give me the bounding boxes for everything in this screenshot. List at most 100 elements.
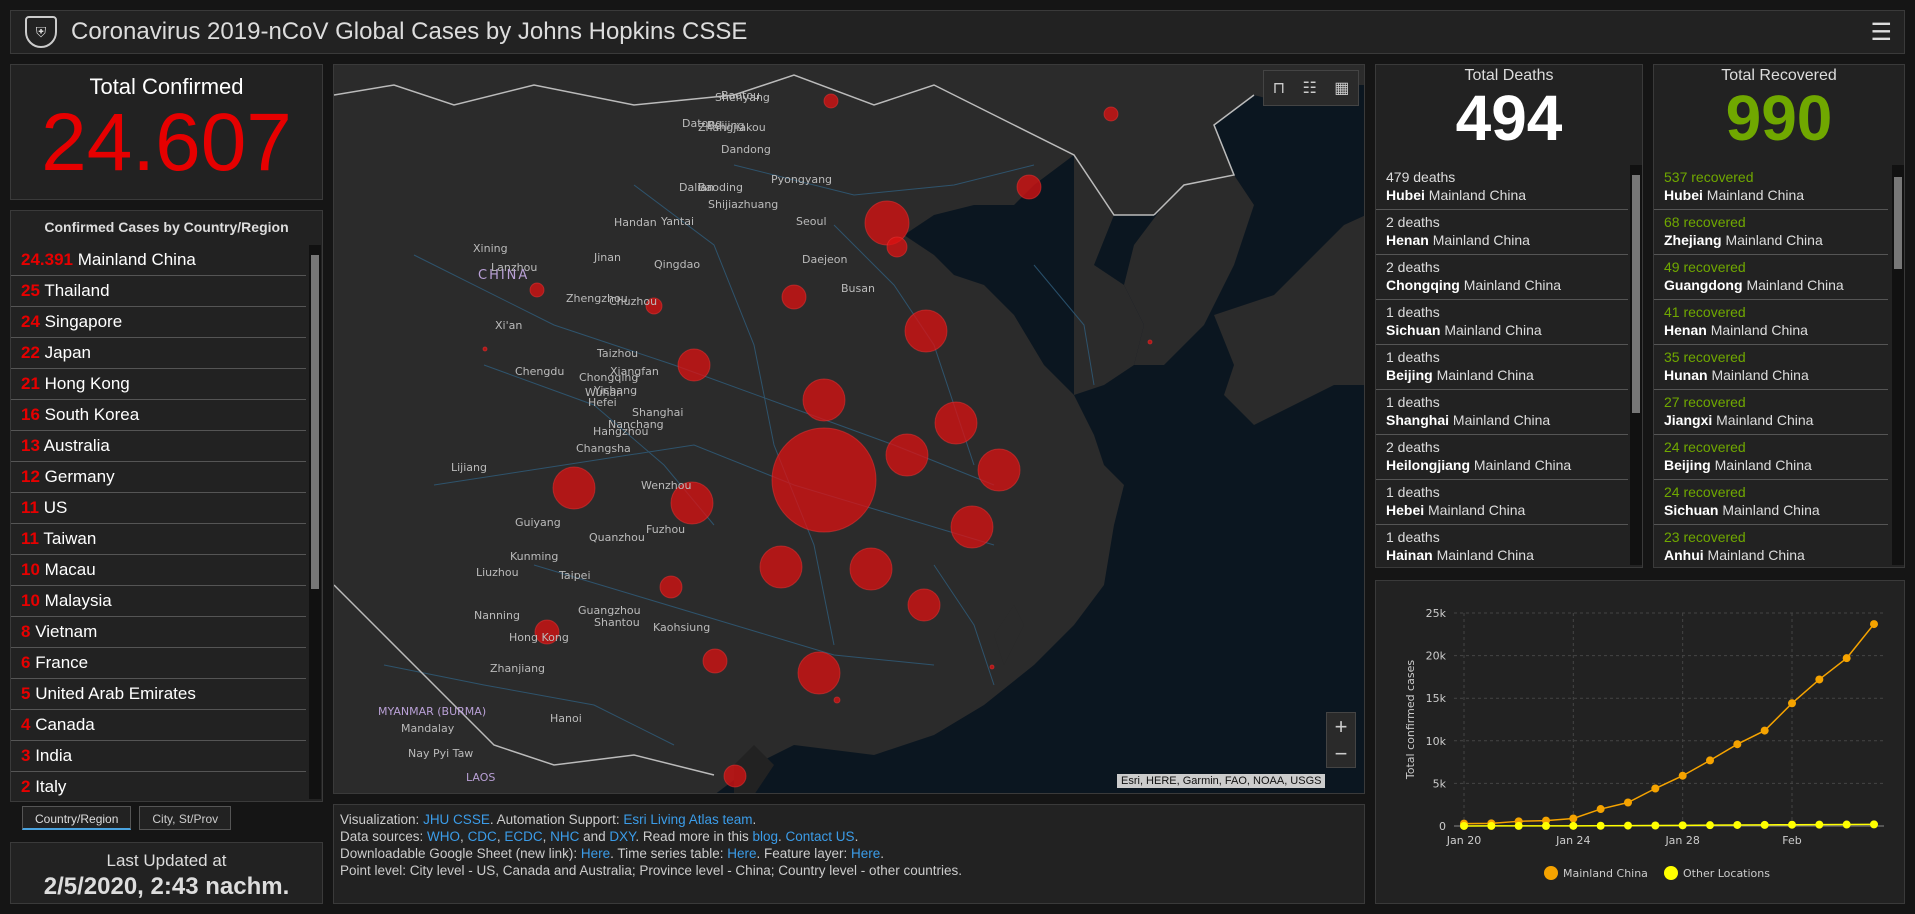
country-row[interactable]: 12 Germany <box>11 462 306 493</box>
data-point[interactable] <box>1788 820 1796 829</box>
recovered-item[interactable]: 24 recovered Sichuan Mainland China <box>1654 480 1888 525</box>
deaths-item[interactable]: 2 deaths Heilongjiang Mainland China <box>1376 435 1628 480</box>
data-point[interactable] <box>1569 821 1578 830</box>
zoom-in-button[interactable]: + <box>1334 714 1348 739</box>
country-name: Hong Kong <box>44 374 130 393</box>
country-row[interactable]: 16 South Korea <box>11 400 306 431</box>
data-point[interactable] <box>1760 820 1769 829</box>
data-point[interactable] <box>1815 675 1824 684</box>
time-series-link[interactable]: Here <box>727 846 757 861</box>
recovered-item[interactable]: 24 recovered Beijing Mainland China <box>1654 435 1888 480</box>
data-point[interactable] <box>1788 699 1796 708</box>
country-row[interactable]: 24.391 Mainland China <box>11 245 306 276</box>
data-point[interactable] <box>1815 820 1824 829</box>
map-view[interactable]: ChangchunShenyangDandongPyongyangSeoulDa… <box>333 64 1365 794</box>
cdc-link[interactable]: CDC <box>467 829 497 844</box>
recovered-item[interactable]: 537 recovered Hubei Mainland China <box>1654 165 1888 210</box>
data-point[interactable] <box>1706 756 1714 765</box>
deaths-item[interactable]: 1 deaths Hainan Mainland China <box>1376 525 1628 565</box>
jhu-csse-link[interactable]: JHU CSSE <box>423 812 490 827</box>
country-row[interactable]: 2 Italy <box>11 772 306 801</box>
tab-city-st-prov[interactable]: City, St/Prov <box>139 806 232 830</box>
country-row[interactable]: 10 Malaysia <box>11 586 306 617</box>
data-point[interactable] <box>1569 814 1578 823</box>
deaths-item[interactable]: 479 deaths Hubei Mainland China <box>1376 165 1628 210</box>
contact-us-link[interactable]: Contact US <box>785 829 855 844</box>
data-point[interactable] <box>1651 821 1660 830</box>
data-point[interactable] <box>1542 821 1550 830</box>
recovered-value: 537 recovered <box>1664 169 1754 185</box>
data-point[interactable] <box>1733 820 1742 829</box>
recovered-item[interactable]: 23 recovered Anhui Mainland China <box>1654 525 1888 565</box>
country-count: 2 <box>21 777 31 796</box>
data-point[interactable] <box>1624 821 1632 830</box>
deaths-item[interactable]: 2 deaths Henan Mainland China <box>1376 210 1628 255</box>
data-point[interactable] <box>1460 821 1468 830</box>
data-point[interactable] <box>1487 821 1496 830</box>
recovered-item[interactable]: 35 recovered Hunan Mainland China <box>1654 345 1888 390</box>
hamburger-menu-icon[interactable]: ☰ <box>1870 19 1892 46</box>
recovered-item[interactable]: 27 recovered Jiangxi Mainland China <box>1654 390 1888 435</box>
data-point[interactable] <box>1651 784 1660 793</box>
map-canvas[interactable]: ChangchunShenyangDandongPyongyangSeoulDa… <box>334 65 1365 794</box>
map-label: Shijiazhuang <box>708 198 778 211</box>
data-point[interactable] <box>1624 798 1632 807</box>
data-point[interactable] <box>1678 771 1687 780</box>
data-point[interactable] <box>1706 821 1714 830</box>
country-row[interactable]: 5 United Arab Emirates <box>11 679 306 710</box>
data-point[interactable] <box>1678 821 1687 830</box>
y-axis-label: Total confirmed cases <box>1404 660 1417 780</box>
map-label: Datong <box>682 117 722 130</box>
data-point[interactable] <box>1870 820 1878 829</box>
map-label: Hanoi <box>550 712 582 725</box>
country-row[interactable]: 8 Vietnam <box>11 617 306 648</box>
ecdc-link[interactable]: ECDC <box>504 829 543 844</box>
data-point[interactable] <box>1842 654 1851 663</box>
data-point[interactable] <box>1514 821 1523 830</box>
bookmark-icon[interactable]: ⊓ <box>1272 80 1286 97</box>
feature-layer-link[interactable]: Here <box>851 846 881 861</box>
country-row[interactable]: 3 India <box>11 741 306 772</box>
tab-country-region[interactable]: Country/Region <box>22 806 132 830</box>
zoom-out-button[interactable]: − <box>1334 741 1348 766</box>
country-list-scrollbar[interactable] <box>309 245 321 799</box>
country-row[interactable]: 10 Macau <box>11 555 306 586</box>
recovered-item[interactable]: 68 recovered Zhejiang Mainland China <box>1654 210 1888 255</box>
google-sheet-link[interactable]: Here <box>580 846 611 861</box>
data-point[interactable] <box>1842 820 1851 829</box>
deaths-item[interactable]: 2 deaths Chongqing Mainland China <box>1376 255 1628 300</box>
recovered-item[interactable]: 49 recovered Guangdong Mainland China <box>1654 255 1888 300</box>
blog-link[interactable]: blog <box>752 829 779 844</box>
country-row[interactable]: 11 Taiwan <box>11 524 306 555</box>
country-row[interactable]: 21 Hong Kong <box>11 369 306 400</box>
recovered-province: Henan <box>1664 322 1707 338</box>
country-row[interactable]: 4 Canada <box>11 710 306 741</box>
country-row[interactable]: 22 Japan <box>11 338 306 369</box>
map-label: Guiyang <box>515 516 561 529</box>
data-point[interactable] <box>1733 740 1742 749</box>
nhc-link[interactable]: NHC <box>550 829 580 844</box>
deaths-list-scrollbar[interactable] <box>1630 165 1642 565</box>
recovered-list-scrollbar[interactable] <box>1892 165 1904 565</box>
dxy-link[interactable]: DXY <box>609 829 636 844</box>
deaths-item[interactable]: 1 deaths Hebei Mainland China <box>1376 480 1628 525</box>
qr-icon[interactable]: ▦ <box>1334 80 1350 97</box>
data-point[interactable] <box>1760 726 1769 735</box>
esri-living-atlas-link[interactable]: Esri Living Atlas team <box>623 812 753 827</box>
country-row[interactable]: 13 Australia <box>11 431 306 462</box>
recovered-country: Mainland China <box>1716 412 1814 428</box>
deaths-item[interactable]: 1 deaths Shanghai Mainland China <box>1376 390 1628 435</box>
data-point[interactable] <box>1596 805 1605 814</box>
data-point[interactable] <box>1870 620 1878 629</box>
data-point[interactable] <box>1596 821 1605 830</box>
country-row[interactable]: 6 France <box>11 648 306 679</box>
country-row[interactable]: 11 US <box>11 493 306 524</box>
deaths-item[interactable]: 1 deaths Beijing Mainland China <box>1376 345 1628 390</box>
country-row[interactable]: 25 Thailand <box>11 276 306 307</box>
list-icon[interactable]: ☷ <box>1302 80 1317 97</box>
country-name: Singapore <box>44 312 123 331</box>
deaths-item[interactable]: 1 deaths Sichuan Mainland China <box>1376 300 1628 345</box>
who-link[interactable]: WHO <box>427 829 461 844</box>
recovered-item[interactable]: 41 recovered Henan Mainland China <box>1654 300 1888 345</box>
country-row[interactable]: 24 Singapore <box>11 307 306 338</box>
